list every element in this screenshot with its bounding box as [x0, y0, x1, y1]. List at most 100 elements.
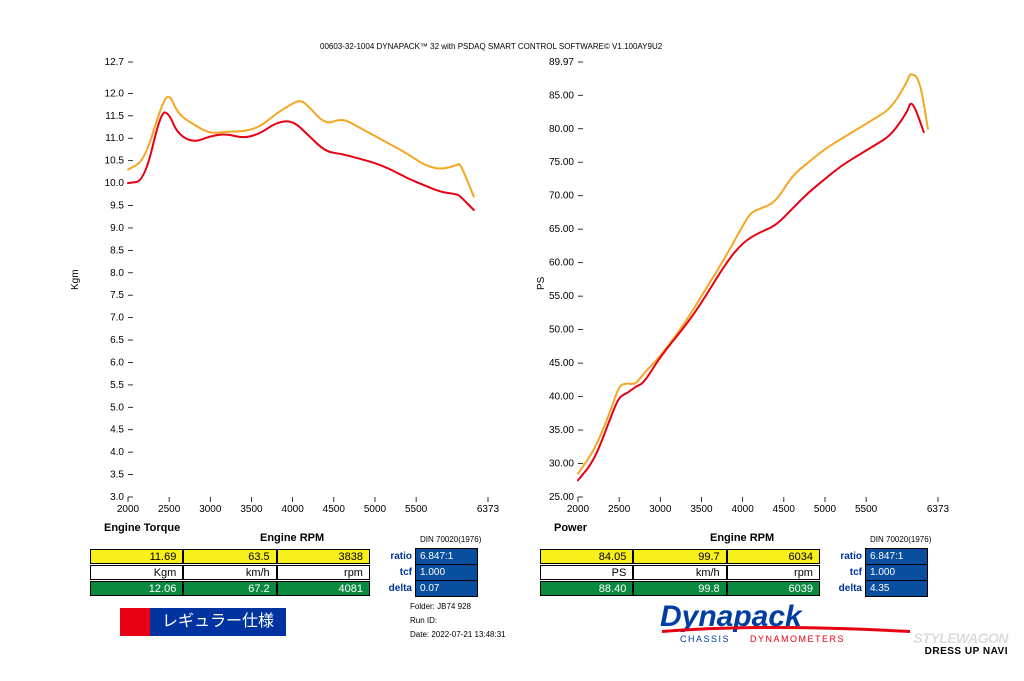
badge-text: レギュラー仕様 [150, 608, 286, 636]
svg-text:6.5: 6.5 [110, 335, 124, 346]
svg-text:5500: 5500 [855, 504, 878, 515]
svg-text:7.0: 7.0 [110, 313, 124, 324]
svg-text:4.5: 4.5 [110, 425, 124, 436]
torque-x-label: Engine RPM [260, 532, 324, 544]
table-cell: 6039 [727, 581, 820, 596]
svg-text:30.00: 30.00 [549, 459, 574, 470]
table-cell: 99.8 [633, 581, 726, 596]
table-cell: rpm [277, 565, 370, 580]
svg-text:6373: 6373 [927, 504, 950, 515]
logo-sub2: DYNAMOMETERS [750, 634, 845, 644]
svg-text:60.00: 60.00 [549, 258, 574, 269]
svg-text:55.00: 55.00 [549, 291, 574, 302]
svg-text:3.5: 3.5 [110, 470, 124, 481]
badge-red-bar [120, 608, 150, 636]
side-value: 4.35 [865, 580, 928, 597]
software-header: 00603-32-1004 DYNAPACK™ 32 with PSDAQ SM… [320, 42, 662, 51]
svg-text:4500: 4500 [773, 504, 796, 515]
torque-chart-title: Engine Torque [104, 522, 180, 534]
power-din-label: DIN 70020(1976) [870, 535, 931, 544]
svg-text:8.5: 8.5 [110, 245, 124, 256]
svg-text:11.5: 11.5 [105, 111, 124, 122]
side-label: ratio [828, 551, 865, 562]
svg-text:3500: 3500 [240, 504, 263, 515]
watermark-line2: DRESS UP NAVI [913, 646, 1008, 657]
table-cell: km/h [183, 565, 276, 580]
svg-text:25.00: 25.00 [549, 492, 574, 503]
power-chart-title: Power [554, 522, 587, 534]
svg-text:85.00: 85.00 [549, 90, 574, 101]
side-label: tcf [378, 567, 415, 578]
svg-text:10.0: 10.0 [105, 178, 125, 189]
side-value: 0.07 [415, 580, 478, 597]
torque-side-table: ratio6.847:1 tcf1.000 delta0.07 [378, 549, 478, 597]
svg-text:5.0: 5.0 [110, 402, 124, 413]
svg-text:5000: 5000 [814, 504, 837, 515]
side-label: ratio [378, 551, 415, 562]
table-cell: 12.06 [90, 581, 183, 596]
svg-text:6373: 6373 [477, 504, 500, 515]
svg-text:70.00: 70.00 [549, 191, 574, 202]
power-chart: 25.0030.0035.0040.0045.0050.0055.0060.00… [530, 52, 950, 512]
table-cell: rpm [727, 565, 820, 580]
logo-sub: CHASSIS [680, 634, 730, 644]
table-cell: 3838 [277, 549, 370, 564]
dynapack-logo: Dynapack CHASSIS DYNAMOMETERS [660, 600, 920, 644]
torque-chart: 3.03.54.04.55.05.56.06.57.07.58.08.59.09… [80, 52, 500, 512]
table-cell: 84.05 [540, 549, 633, 564]
svg-text:6.0: 6.0 [110, 357, 124, 368]
svg-text:80.00: 80.00 [549, 124, 574, 135]
svg-text:3500: 3500 [690, 504, 713, 515]
table-cell: 88.40 [540, 581, 633, 596]
power-data-table: 84.05 99.7 6034 PS km/h rpm 88.40 99.8 6… [540, 549, 820, 597]
side-label: delta [828, 583, 865, 594]
svg-text:65.00: 65.00 [549, 224, 574, 235]
svg-text:89.97: 89.97 [549, 57, 574, 68]
torque-data-table: 11.69 63.5 3838 Kgm km/h rpm 12.06 67.2 … [90, 549, 370, 597]
side-value: 6.847:1 [415, 548, 478, 565]
svg-text:4.0: 4.0 [110, 447, 124, 458]
torque-din-label: DIN 70020(1976) [420, 535, 481, 544]
watermark: STYLEWAGON DRESS UP NAVI [913, 630, 1008, 657]
svg-text:2000: 2000 [117, 504, 140, 515]
table-cell: PS [540, 565, 633, 580]
svg-text:75.00: 75.00 [549, 157, 574, 168]
svg-text:2000: 2000 [567, 504, 590, 515]
svg-text:10.5: 10.5 [105, 156, 125, 167]
table-cell: 11.69 [90, 549, 183, 564]
side-label: delta [378, 583, 415, 594]
side-value: 6.847:1 [865, 548, 928, 565]
svg-text:2500: 2500 [158, 504, 181, 515]
svg-text:11.0: 11.0 [105, 133, 124, 144]
svg-text:9.5: 9.5 [110, 201, 124, 212]
table-cell: 4081 [277, 581, 370, 596]
svg-text:4500: 4500 [323, 504, 346, 515]
table-cell: 63.5 [183, 549, 276, 564]
watermark-line1: STYLEWAGON [913, 630, 1008, 646]
table-cell: Kgm [90, 565, 183, 580]
svg-text:3000: 3000 [649, 504, 672, 515]
regular-spec-badge: レギュラー仕様 [120, 608, 286, 636]
svg-text:4000: 4000 [732, 504, 755, 515]
side-value: 1.000 [415, 564, 478, 581]
meta-run-id: Run ID: [410, 614, 437, 628]
svg-text:9.0: 9.0 [110, 223, 124, 234]
svg-text:4000: 4000 [282, 504, 305, 515]
svg-text:3000: 3000 [199, 504, 222, 515]
meta-folder: Folder: JB74 928 [410, 600, 471, 614]
side-value: 1.000 [865, 564, 928, 581]
svg-text:50.00: 50.00 [549, 325, 574, 336]
svg-text:40.00: 40.00 [549, 392, 574, 403]
svg-text:35.00: 35.00 [549, 425, 574, 436]
table-cell: 6034 [727, 549, 820, 564]
svg-text:12.7: 12.7 [105, 57, 125, 68]
svg-text:7.5: 7.5 [110, 290, 124, 301]
svg-text:5.5: 5.5 [110, 380, 124, 391]
svg-text:5000: 5000 [364, 504, 387, 515]
svg-text:3.0: 3.0 [110, 492, 124, 503]
table-cell: 67.2 [183, 581, 276, 596]
svg-text:12.0: 12.0 [105, 88, 125, 99]
table-cell: 99.7 [633, 549, 726, 564]
power-x-label: Engine RPM [710, 532, 774, 544]
table-cell: km/h [633, 565, 726, 580]
